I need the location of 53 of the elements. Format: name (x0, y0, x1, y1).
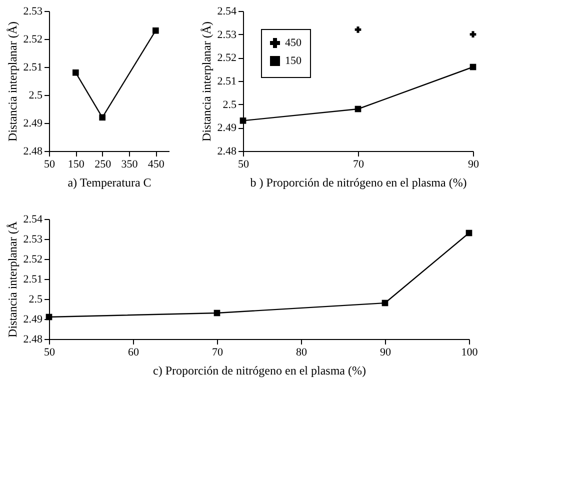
x-tick-label: 70 (353, 158, 364, 170)
y-tick-label: 2.51 (217, 76, 236, 88)
y-tick-label: 2.5 (222, 98, 237, 111)
y-tick-label: 2.54 (217, 6, 237, 18)
point (354, 106, 362, 112)
y-tick-label: 2.52 (23, 34, 42, 46)
x-tick-label: 450 (148, 158, 165, 170)
y-tick-label: 2.51 (23, 62, 42, 74)
point (470, 31, 476, 38)
y-tick-label: 2.49 (23, 314, 43, 326)
y-tick-label: 2.54 (23, 214, 43, 226)
y-axis-title: Distancia interplanar (Å) (199, 22, 214, 142)
y-tick-label: 2.49 (23, 118, 43, 130)
legend-label: 450 (285, 37, 302, 49)
y-tick-label: 2.48 (23, 334, 43, 346)
x-tick-label: 80 (296, 346, 308, 358)
y-axis-title: Distancia interplanar (Å (5, 221, 20, 338)
point (72, 69, 79, 76)
y-axis-title: Distancia interplanar (Å) (5, 22, 20, 142)
y-tick-label: 2.52 (23, 254, 42, 266)
point (214, 310, 220, 316)
y-tick-label: 2.5 (28, 294, 43, 306)
x-tick-label: 90 (468, 158, 480, 170)
point (240, 118, 246, 124)
y-tick-label: 2.49 (217, 122, 237, 134)
x-tick-label: 50 (44, 346, 56, 358)
y-tick-label: 2.53 (217, 28, 237, 41)
point (152, 27, 159, 34)
x-tick-label: 50 (238, 158, 250, 170)
x-tick-label: 50 (44, 158, 56, 170)
x-tick-label: 150 (68, 158, 85, 170)
point (466, 230, 472, 236)
point (99, 114, 106, 121)
y-tick-label: 2.48 (217, 146, 237, 158)
x-axis-title: b ) Proporción de nitrógeno en el plasma (%) (250, 176, 467, 190)
x-tick-label: 350 (121, 158, 138, 170)
legend-label: 150 (285, 55, 302, 67)
y-tick-label: 2.52 (217, 52, 236, 64)
y-tick-label: 2.53 (23, 6, 43, 18)
x-tick-label: 90 (380, 346, 392, 358)
point (354, 26, 362, 33)
x-axis-title: c) Proporción de nitrógeno en el plasma (%) (153, 364, 366, 378)
x-tick-label: 250 (94, 158, 112, 170)
y-tick-label: 2.51 (23, 274, 42, 286)
y-tick-label: 2.48 (23, 146, 43, 158)
point (470, 64, 476, 70)
x-tick-label: 60 (128, 346, 140, 358)
point (382, 300, 388, 306)
x-axis-title: a) Temperatura C (68, 176, 152, 190)
x-tick-label: 100 (461, 346, 478, 358)
y-tick-label: 2.53 (23, 234, 43, 246)
x-tick-label: 70 (212, 346, 224, 358)
y-tick-label: 2.5 (28, 90, 43, 102)
